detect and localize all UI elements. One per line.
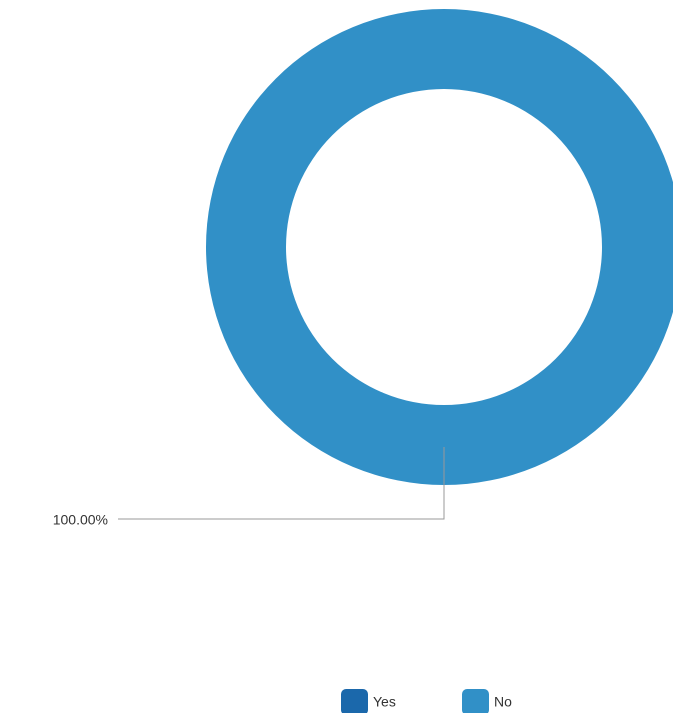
data-label: 100.00% bbox=[53, 512, 108, 528]
legend-label: No bbox=[494, 694, 512, 710]
slice bbox=[206, 9, 673, 485]
legend-swatch bbox=[462, 689, 489, 713]
leader-line bbox=[118, 447, 445, 520]
legend-label: Yes bbox=[373, 694, 396, 710]
legend-swatch bbox=[341, 689, 368, 713]
